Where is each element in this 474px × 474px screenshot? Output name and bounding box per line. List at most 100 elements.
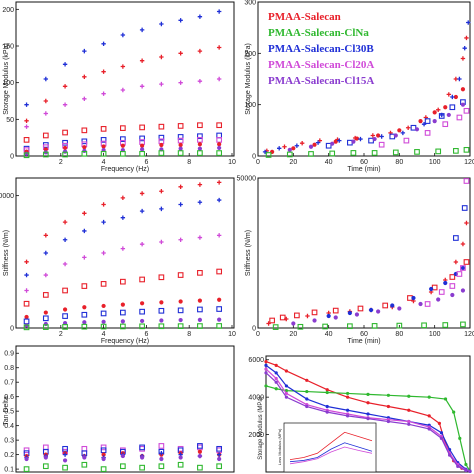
- inset-marks: [289, 431, 373, 465]
- data-point-pmaa-salecan-clna: [120, 150, 126, 157]
- data-point-pmaa-salecan: [159, 300, 164, 305]
- inset-frame: [283, 422, 377, 473]
- data-point-pmaa-salecan-cl30b: [462, 46, 467, 51]
- data-point-pmaa-salecan: [284, 369, 288, 373]
- x-tick-label: 4: [102, 159, 106, 166]
- data-point-pmaa-salecan-cl20a: [403, 137, 410, 144]
- data-point-pmaa-salecan-cl30b: [216, 452, 222, 457]
- data-point-pmaa-salecan-cl15a: [287, 147, 292, 152]
- data-point-pmaa-salecan-cl30b: [81, 311, 88, 318]
- data-point-pmaa-salecan: [100, 281, 107, 287]
- data-point-pmaa-salecan-cl15a: [217, 145, 222, 151]
- data-point-pmaa-salecan-cl15a: [159, 456, 164, 462]
- x-axis-title: Time (min): [347, 338, 380, 345]
- data-point-pmaa-salecan-clna: [158, 323, 165, 330]
- data-point-pmaa-salecan-cl30b: [159, 450, 164, 456]
- data-point-pmaa-salecan-cl30b: [461, 205, 468, 211]
- data-point-pmaa-salecan-cl20a: [216, 76, 222, 82]
- data-point-pmaa-salecan-cl15a: [178, 146, 183, 151]
- data-point-pmaa-salecan-cl30b: [24, 102, 29, 107]
- data-point-pmaa-salecan-cl15a: [376, 309, 381, 314]
- data-point-pmaa-salecan-cl30b: [158, 134, 165, 141]
- data-point-pmaa-salecan-clna: [414, 149, 420, 155]
- data-point-pmaa-salecan-cl20a: [378, 141, 385, 148]
- data-point-pmaa-salecan-cl30b: [197, 14, 203, 19]
- data-point-pmaa-salecan-cl15a: [372, 136, 377, 142]
- data-point-pmaa-salecan: [23, 300, 30, 307]
- data-point-pmaa-salecan-cl30b: [325, 142, 332, 149]
- data-point-pmaa-salecan-clna: [371, 323, 378, 329]
- axis-ticks: 2 4 6 8 10 0 30000: [0, 193, 236, 338]
- data-point-pmaa-salecan-cl30b: [177, 307, 184, 314]
- x-tick-label: 60: [360, 159, 368, 166]
- data-point-pmaa-salecan-cl20a: [62, 102, 68, 107]
- data-point-pmaa-salecan-clna: [386, 393, 390, 397]
- data-point-pmaa-salecan-cl30b: [443, 280, 448, 286]
- data-point-pmaa-salecan-cl20a: [62, 261, 68, 267]
- data-point-pmaa-salecan-cl30b: [158, 307, 165, 314]
- data-point-pmaa-salecan-cl30b: [453, 235, 459, 241]
- legend-entry-pmaa-salecan-cl30b: PMAA-Salecan-Cl30B: [268, 43, 374, 55]
- data-point-pmaa-salecan-cl20a: [82, 96, 87, 101]
- data-point-pmaa-salecan-cl15a: [24, 456, 29, 462]
- data-point-pmaa-salecan: [62, 129, 68, 136]
- data-point-pmaa-salecan: [405, 125, 411, 130]
- data-point-pmaa-salecan-cl30b: [82, 48, 87, 54]
- panel-frequency-stiffness: Frequency (Hz) Stiffness (N/m) 2 4 6 8 10 0 30…: [0, 177, 236, 345]
- data-point-pmaa-salecan-cl15a: [333, 315, 338, 320]
- data-point-pmaa-salecan-clna: [120, 463, 126, 470]
- x-tick-label: 40: [325, 331, 333, 338]
- data-point-pmaa-salecan-clna: [325, 390, 329, 395]
- data-point-pmaa-salecan-clna: [442, 322, 449, 328]
- data-point-pmaa-salecan: [407, 408, 411, 412]
- inset-series-line-pmaa-salecan-cl20a: [289, 446, 373, 465]
- data-point-pmaa-salecan-cl15a: [82, 455, 87, 460]
- data-point-pmaa-salecan-clna: [452, 410, 456, 414]
- data-point-pmaa-salecan: [120, 64, 126, 69]
- x-tick-label: 10: [228, 331, 236, 338]
- data-point-pmaa-salecan: [139, 191, 145, 196]
- data-point-pmaa-salecan: [460, 241, 466, 247]
- data-point-pmaa-salecan: [177, 123, 184, 129]
- data-point-pmaa-salecan-cl30b: [197, 200, 203, 205]
- data-point-pmaa-salecan-cl15a: [140, 455, 145, 460]
- data-point-pmaa-salecan-cl15a: [82, 148, 87, 153]
- data-point-pmaa-salecan-cl30b: [100, 310, 107, 317]
- data-point-pmaa-salecan: [178, 51, 183, 56]
- data-point-pmaa-salecan-clna: [443, 397, 448, 401]
- data-point-pmaa-salecan-clna: [464, 462, 468, 467]
- data-point-pmaa-salecan: [299, 140, 305, 146]
- data-point-pmaa-salecan-clna: [366, 392, 370, 396]
- x-tick-label: 120: [464, 331, 474, 338]
- data-point-pmaa-salecan: [197, 298, 202, 303]
- y-tick-label: 30000: [0, 193, 14, 200]
- x-tick-label: 2: [59, 159, 63, 166]
- x-tick-label: 8: [187, 331, 191, 338]
- data-point-pmaa-salecan-cl15a: [460, 288, 466, 293]
- data-point-pmaa-salecan: [140, 301, 145, 306]
- data-point-pmaa-salecan-cl30b: [62, 452, 68, 457]
- data-point-pmaa-salecan: [333, 139, 338, 144]
- y-tick-label: 200: [244, 51, 256, 58]
- data-point-pmaa-salecan: [427, 414, 431, 418]
- axis-ticks: 0 20 40 60 80 100 120 0 100 200 300: [244, 0, 474, 166]
- panel-time-storage-modulus: Time (min) Storage Modulus (kPa) 0 20 40 60…: [244, 0, 474, 173]
- data-point-pmaa-salecan-clna: [371, 150, 378, 156]
- data-point-pmaa-salecan-cl30b: [101, 41, 106, 46]
- data-point-pmaa-salecan-cl20a: [23, 447, 30, 454]
- data-point-pmaa-salecan: [159, 189, 164, 194]
- data-point-pmaa-salecan: [305, 313, 310, 319]
- data-point-pmaa-salecan: [460, 56, 466, 61]
- data-point-pmaa-salecan: [42, 132, 49, 139]
- data-point-pmaa-salecan-cl20a: [264, 367, 268, 371]
- data-point-pmaa-salecan-clna: [460, 321, 466, 328]
- data-point-pmaa-salecan: [266, 321, 271, 326]
- x-tick-label: 0: [256, 331, 260, 338]
- data-point-pmaa-salecan: [464, 220, 469, 226]
- data-point-pmaa-salecan-clna: [396, 322, 403, 329]
- data-point-pmaa-salecan: [24, 314, 29, 320]
- x-tick-label: 80: [395, 159, 403, 166]
- data-point-pmaa-salecan: [217, 297, 222, 302]
- data-point-pmaa-salecan-clna: [158, 150, 165, 156]
- data-point-pmaa-salecan-cl30b: [43, 250, 49, 256]
